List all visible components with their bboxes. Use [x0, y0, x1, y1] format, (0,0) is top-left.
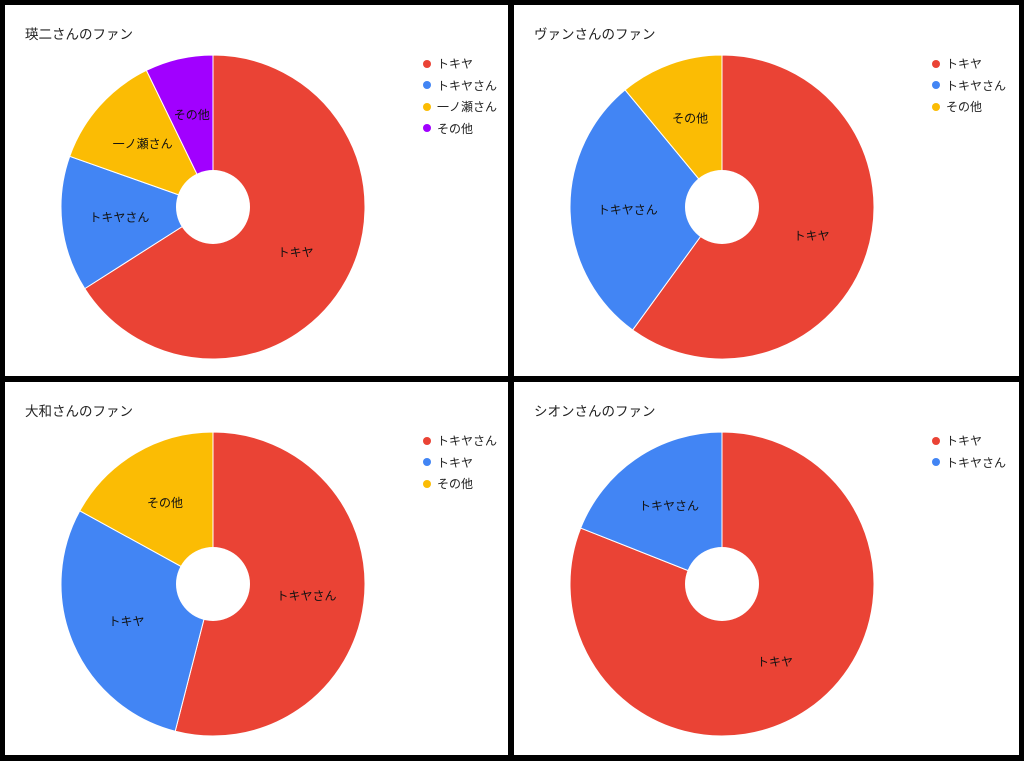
legend-label: トキヤ: [437, 57, 474, 72]
chart-panel: ヴァンさんのファン トキヤ トキヤさん その他 トキヤ トキヤさん その他: [514, 5, 1019, 376]
legend-item: トキヤさん: [932, 452, 1006, 474]
legend-dot-icon: [423, 81, 431, 90]
legend-label: トキヤさん: [437, 78, 498, 93]
legend-dot-icon: [423, 102, 431, 111]
legend-label: その他: [946, 100, 983, 115]
legend-dot-icon: [932, 436, 940, 445]
chart-panel: 大和さんのファン トキヤさん トキヤ その他 トキヤさん トキヤ その他: [5, 382, 508, 755]
slice-label: その他: [672, 111, 708, 125]
pie-chart: トキヤ トキヤさん 一ノ瀬さん その他: [60, 54, 366, 360]
legend-dot-icon: [932, 458, 940, 467]
pie-slice: [174, 431, 366, 737]
chart-panel: 瑛二さんのファン トキヤ トキヤさん 一ノ瀬さん その他 トキヤ トキヤさん 一ノ瀬さんそ…: [5, 5, 508, 376]
legend-dot-icon: [423, 124, 431, 133]
legend-label: トキヤ: [946, 434, 983, 449]
slice-label: トキヤ: [278, 245, 314, 259]
chart-title: ヴァンさんのファン: [534, 27, 656, 43]
legend-item: トキヤ: [423, 452, 497, 474]
legend-dot-icon: [423, 479, 431, 488]
pie-slice: [60, 510, 214, 732]
legend-dot-icon: [932, 81, 940, 90]
legend-label: トキヤ: [946, 57, 983, 72]
pie-slice: [69, 69, 214, 208]
legend-label: 一ノ瀬さん: [437, 100, 498, 115]
legend-label: トキヤ: [437, 455, 474, 470]
pie-chart: トキヤ トキヤさん その他: [569, 54, 875, 360]
donut-hole: [685, 547, 759, 621]
legend-dot-icon: [932, 102, 940, 111]
legend-label: トキヤさん: [437, 434, 498, 449]
slice-label: その他: [174, 108, 210, 122]
slice-label: トキヤ: [757, 655, 793, 669]
slice-label: トキヤさん: [639, 499, 699, 513]
pie-chart: トキヤ トキヤさん: [569, 431, 875, 737]
slice-label: トキヤ: [794, 229, 830, 243]
legend-item: トキヤさん: [423, 75, 497, 97]
chart-legend: トキヤトキヤさんその他: [932, 53, 1006, 118]
legend-label: トキヤさん: [946, 455, 1007, 470]
chart-legend: トキヤトキヤさん一ノ瀬さんその他: [423, 53, 497, 139]
legend-label: トキヤさん: [946, 78, 1007, 93]
legend-item: トキヤ: [932, 53, 1006, 75]
slice-label: トキヤさん: [276, 589, 336, 603]
chart-title: 大和さんのファン: [25, 404, 133, 420]
chart-legend: トキヤさんトキヤその他: [423, 430, 497, 495]
slice-label: 一ノ瀬さん: [113, 137, 173, 151]
legend-dot-icon: [423, 458, 431, 467]
pie-slice: [624, 54, 723, 209]
legend-item: トキヤ: [932, 430, 1006, 452]
slice-label: トキヤさん: [89, 211, 149, 225]
chart-title: 瑛二さんのファン: [25, 27, 133, 43]
chart-title: シオンさんのファン: [534, 404, 656, 420]
donut-hole: [176, 547, 250, 621]
legend-label: その他: [437, 477, 474, 492]
slice-label: トキヤ: [109, 614, 145, 628]
donut-hole: [176, 170, 250, 244]
legend-item: その他: [423, 473, 497, 495]
donut-hole: [685, 170, 759, 244]
pie-slice: [79, 431, 214, 585]
legend-item: トキヤさん: [932, 75, 1006, 97]
pie-slice: [60, 155, 215, 290]
slice-label: その他: [147, 496, 183, 510]
legend-item: その他: [932, 96, 1006, 118]
pie-slice: [569, 89, 723, 331]
legend-item: 一ノ瀬さん: [423, 96, 497, 118]
pie-slice: [145, 54, 214, 208]
legend-dot-icon: [423, 59, 431, 68]
legend-dot-icon: [932, 59, 940, 68]
legend-item: トキヤ: [423, 53, 497, 75]
pie-slice: [580, 431, 723, 585]
chart-panel: シオンさんのファン トキヤ トキヤさん トキヤ トキヤさん: [514, 382, 1019, 755]
slice-label: トキヤさん: [598, 203, 658, 217]
legend-dot-icon: [423, 436, 431, 445]
legend-item: トキヤさん: [423, 430, 497, 452]
legend-label: その他: [437, 121, 474, 136]
chart-legend: トキヤ トキヤさん: [932, 430, 1006, 473]
legend-item: その他: [423, 118, 497, 140]
